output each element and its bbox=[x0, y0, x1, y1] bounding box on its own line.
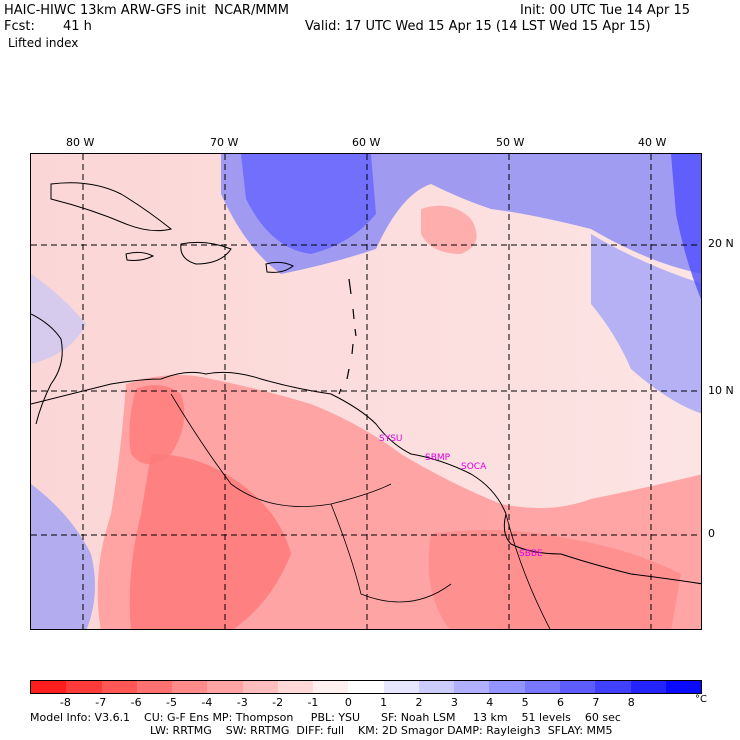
valid-time: Valid: 17 UTC Wed 15 Apr 15 (14 LST Wed … bbox=[305, 19, 651, 34]
lon-label-80w: 80 W bbox=[66, 136, 95, 149]
station-sbmp: SBMP bbox=[425, 453, 451, 463]
coastline-jamaica bbox=[125, 251, 155, 261]
lon-label-70w: 70 W bbox=[210, 136, 239, 149]
unstable-region-colombia bbox=[129, 385, 185, 464]
color-scale-label: 1 bbox=[380, 696, 388, 709]
color-scale-cell bbox=[313, 681, 349, 693]
color-scale-cell bbox=[595, 681, 631, 693]
station-sbbe: SBBE bbox=[519, 549, 543, 559]
color-scale-label: -6 bbox=[130, 696, 142, 709]
color-scale-cell bbox=[277, 681, 314, 693]
coastline-hispaniola bbox=[180, 241, 232, 265]
color-scale-cell bbox=[524, 681, 560, 693]
stable-region-north-core bbox=[241, 154, 376, 254]
forecast-label: Fcst: bbox=[4, 19, 35, 34]
color-scale-label: 8 bbox=[627, 696, 635, 709]
color-scale-cell bbox=[172, 681, 208, 693]
color-scale-label: -3 bbox=[236, 696, 248, 709]
map-title: HAIC-HIWC 13km ARW-GFS init NCAR/MMM bbox=[4, 3, 289, 18]
lat-label-10n: 10 N bbox=[708, 384, 734, 397]
init-time: Init: 00 UTC Tue 14 Apr 15 bbox=[520, 3, 691, 18]
lon-label-50w: 50 W bbox=[496, 136, 525, 149]
border-lines bbox=[170, 393, 551, 629]
color-scale-cell bbox=[66, 681, 102, 693]
color-scale-cell bbox=[242, 681, 278, 693]
unstable-region-interior bbox=[129, 454, 291, 629]
color-scale-label: -2 bbox=[272, 696, 284, 709]
station-soca: SOCA bbox=[461, 462, 487, 472]
color-scale-label: 2 bbox=[415, 696, 423, 709]
color-scale-label: 0 bbox=[344, 696, 352, 709]
color-scale-label: -7 bbox=[95, 696, 107, 709]
color-scale-label: -5 bbox=[165, 696, 177, 709]
stable-region-east bbox=[591, 234, 701, 414]
station-sysu: SYSU bbox=[379, 434, 403, 444]
color-scale-label: 4 bbox=[486, 696, 494, 709]
color-scale-label: 5 bbox=[521, 696, 529, 709]
color-scale-unit: °C bbox=[695, 694, 707, 705]
coastline-south-america bbox=[31, 371, 701, 585]
color-scale-cell bbox=[383, 681, 419, 693]
lesser-antilles bbox=[338, 278, 357, 395]
unstable-region-amazon bbox=[428, 530, 681, 629]
color-scale-cell bbox=[454, 681, 490, 693]
color-scale-cell bbox=[348, 681, 384, 693]
color-scale-cell bbox=[207, 681, 243, 693]
unstable-region-atlantic bbox=[421, 205, 477, 254]
model-info-line-1: Model Info: V3.6.1 CU: G-F Ens MP: Thomp… bbox=[30, 711, 621, 724]
lat-label-20n: 20 N bbox=[708, 237, 734, 250]
color-scale-bar bbox=[30, 680, 702, 694]
color-scale-cell bbox=[418, 681, 455, 693]
color-scale-label: -1 bbox=[307, 696, 319, 709]
coastline-puerto-rico bbox=[265, 261, 294, 273]
forecast-hour: 41 h bbox=[63, 19, 92, 34]
color-scale-label: -8 bbox=[59, 696, 71, 709]
field-name: Lifted index bbox=[8, 36, 79, 50]
lifted-index-map: SYSU SBMP SOCA SBBE bbox=[30, 153, 702, 630]
lon-label-40w: 40 W bbox=[638, 136, 667, 149]
color-scale-label: 7 bbox=[592, 696, 600, 709]
stable-region-east-core bbox=[671, 154, 701, 300]
color-scale-cell bbox=[489, 681, 525, 693]
stable-region-gulf bbox=[31, 274, 86, 364]
lon-label-60w: 60 W bbox=[352, 136, 381, 149]
color-scale-label: -4 bbox=[201, 696, 213, 709]
coastline-cuba bbox=[50, 182, 173, 232]
lat-label-0: 0 bbox=[708, 527, 715, 540]
color-scale-cell bbox=[136, 681, 173, 693]
coastline-central-america bbox=[31, 313, 63, 425]
lat-lon-grid bbox=[31, 154, 701, 629]
color-scale-label: 6 bbox=[557, 696, 565, 709]
color-scale-cell bbox=[665, 681, 702, 693]
color-scale-label: 3 bbox=[450, 696, 458, 709]
stable-region-west bbox=[31, 484, 95, 629]
color-scale-cell bbox=[101, 681, 137, 693]
model-info-line-2: LW: RRTMG SW: RRTMG DIFF: full KM: 2D Sm… bbox=[150, 724, 613, 737]
color-scale-cell bbox=[630, 681, 666, 693]
color-scale-cell bbox=[31, 681, 67, 693]
color-scale-cell bbox=[559, 681, 596, 693]
